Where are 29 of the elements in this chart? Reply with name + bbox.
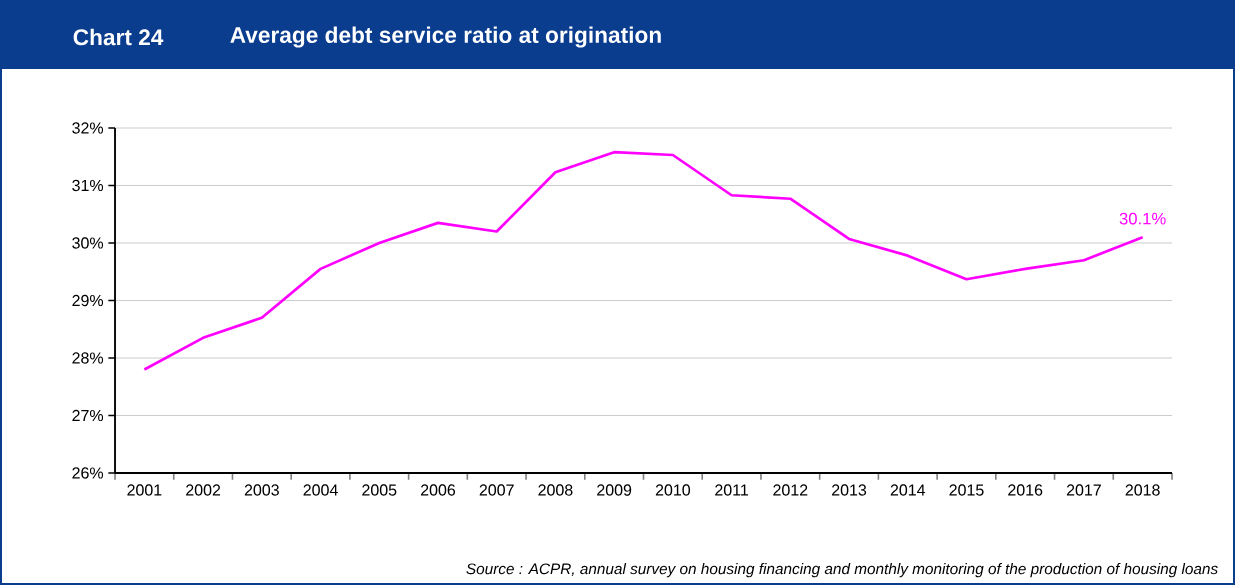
x-tick-label: 2016	[1008, 484, 1043, 496]
x-tick-label: 2011	[715, 484, 748, 496]
x-tick-label: 2012	[773, 484, 808, 496]
y-tick-label: 30%	[72, 237, 104, 249]
y-tick-label: 26%	[72, 467, 104, 479]
x-tick-label: 2010	[655, 484, 691, 496]
x-tick-label: 2002	[186, 484, 221, 496]
x-tick-label: 2004	[303, 484, 338, 496]
y-tick-label: 27%	[72, 409, 104, 422]
x-tick-label: 2008	[538, 484, 573, 496]
x-tick-label: 2006	[420, 484, 456, 496]
x-tick-label: 2003	[244, 484, 279, 496]
x-tick-label: 2009	[597, 484, 632, 496]
source-note: Source : ACPR, annual survey on housing financing and monthly monitoring of the production of housing loans	[466, 562, 1218, 578]
x-tick-label: 2007	[479, 484, 514, 496]
x-tick-label: 2005	[362, 484, 397, 496]
x-tick-label: 2014	[890, 484, 926, 496]
y-tick-label: 31%	[72, 179, 104, 192]
data-label: 30.1%	[1119, 212, 1166, 225]
x-tick-label: 2013	[832, 484, 867, 496]
caption: Chart 24	[73, 28, 164, 46]
y-tick-label: 28%	[72, 352, 104, 364]
x-tick-label: 2015	[949, 484, 984, 496]
y-tick-label: 32%	[72, 122, 104, 134]
y-tick-label: 29%	[72, 294, 104, 307]
chart-title: Average debt service ratio at origination	[230, 26, 661, 48]
x-tick-label: 2018	[1125, 484, 1160, 496]
x-tick-label: 2017	[1066, 484, 1101, 496]
x-tick-label: 2001	[127, 484, 162, 496]
